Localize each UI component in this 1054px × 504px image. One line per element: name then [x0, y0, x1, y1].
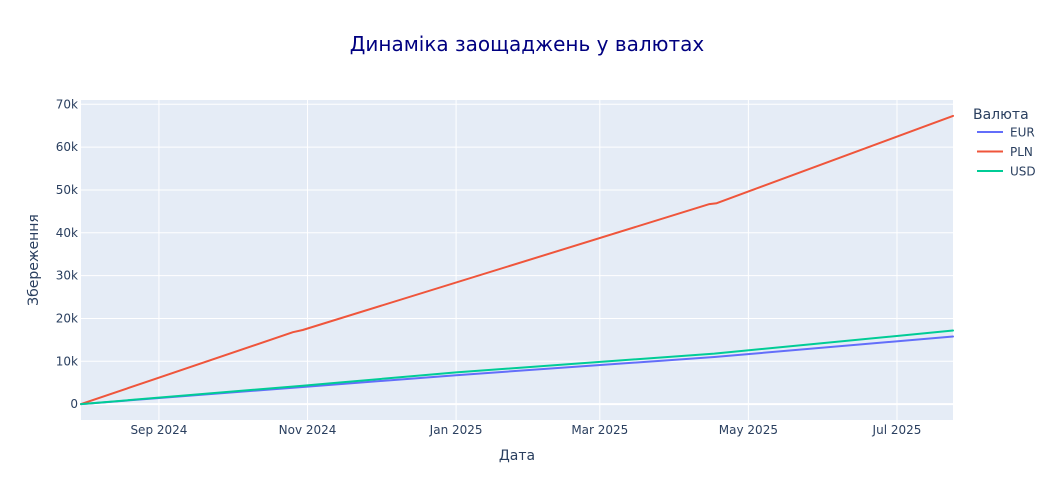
legend-label-eur[interactable]: EUR: [1010, 126, 1035, 140]
grid: [81, 100, 953, 420]
y-tick-label: 70k: [56, 97, 78, 111]
x-tick-label: Jan 2025: [429, 423, 483, 437]
y-axis-label: Збереження: [26, 214, 42, 306]
x-tick-label: May 2025: [719, 423, 778, 437]
y-tick-label: 60k: [56, 140, 78, 154]
chart-title: Динаміка заощаджень у валютах: [350, 32, 705, 56]
y-tick-label: 30k: [56, 269, 78, 283]
series-line-pln: [80, 114, 954, 406]
series-line-usd: [80, 329, 954, 406]
plot-area: [81, 100, 953, 420]
y-tick-label: 40k: [56, 226, 78, 240]
legend-items: EUR PLN USD: [977, 126, 1036, 179]
x-tick-label: Nov 2024: [279, 423, 337, 437]
legend-label-pln[interactable]: PLN: [1010, 145, 1033, 159]
y-tick-label: 0: [70, 397, 78, 411]
y-tick-label: 10k: [56, 354, 78, 368]
legend-title: Валюта: [973, 107, 1029, 123]
legend-label-usd[interactable]: USD: [1010, 165, 1036, 179]
series-layer: [80, 114, 954, 406]
y-tick-label: 50k: [56, 183, 78, 197]
x-tick-label: Sep 2024: [130, 423, 187, 437]
y-tick-label: 20k: [56, 311, 78, 325]
legend: Валюта EUR PLN USD: [973, 107, 1036, 179]
x-tick-label: Mar 2025: [571, 423, 628, 437]
y-axis-ticks: 0 10k 20k 30k 40k 50k 60k 70k: [56, 97, 78, 411]
x-tick-label: Jul 2025: [872, 423, 922, 437]
x-axis-label: Дата: [499, 448, 535, 464]
x-axis-ticks: Sep 2024 Nov 2024 Jan 2025 Mar 2025 May 2025…: [130, 423, 921, 437]
